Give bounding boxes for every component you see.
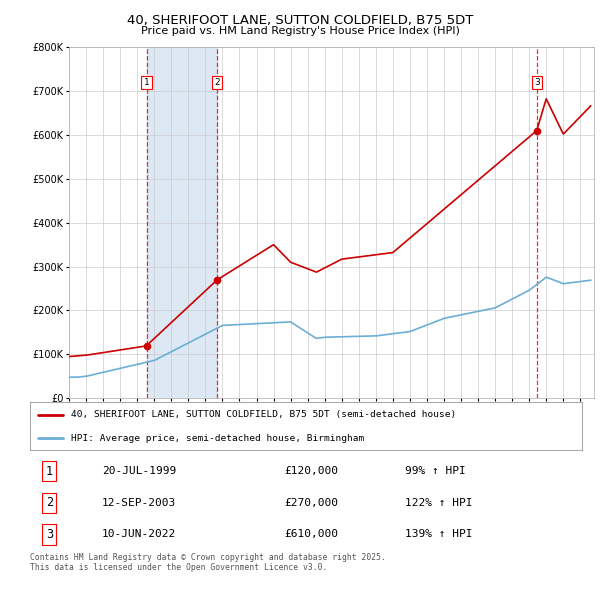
Text: 10-JUN-2022: 10-JUN-2022 xyxy=(102,529,176,539)
Text: 40, SHERIFOOT LANE, SUTTON COLDFIELD, B75 5DT: 40, SHERIFOOT LANE, SUTTON COLDFIELD, B7… xyxy=(127,14,473,27)
Text: £610,000: £610,000 xyxy=(284,529,338,539)
Text: £270,000: £270,000 xyxy=(284,498,338,508)
Text: 1: 1 xyxy=(46,464,53,477)
Text: 2: 2 xyxy=(214,78,220,87)
Text: 2: 2 xyxy=(46,496,53,509)
Text: Contains HM Land Registry data © Crown copyright and database right 2025.
This d: Contains HM Land Registry data © Crown c… xyxy=(30,553,386,572)
Text: Price paid vs. HM Land Registry's House Price Index (HPI): Price paid vs. HM Land Registry's House … xyxy=(140,26,460,35)
Text: 3: 3 xyxy=(46,528,53,541)
Text: 1: 1 xyxy=(143,78,149,87)
Text: 3: 3 xyxy=(534,78,539,87)
Text: HPI: Average price, semi-detached house, Birmingham: HPI: Average price, semi-detached house,… xyxy=(71,434,365,442)
Text: 12-SEP-2003: 12-SEP-2003 xyxy=(102,498,176,508)
Text: 139% ↑ HPI: 139% ↑ HPI xyxy=(406,529,473,539)
Bar xyxy=(146,47,217,398)
Text: 20-JUL-1999: 20-JUL-1999 xyxy=(102,466,176,476)
Text: 40, SHERIFOOT LANE, SUTTON COLDFIELD, B75 5DT (semi-detached house): 40, SHERIFOOT LANE, SUTTON COLDFIELD, B7… xyxy=(71,411,457,419)
Text: 122% ↑ HPI: 122% ↑ HPI xyxy=(406,498,473,508)
Text: £120,000: £120,000 xyxy=(284,466,338,476)
Text: 99% ↑ HPI: 99% ↑ HPI xyxy=(406,466,466,476)
